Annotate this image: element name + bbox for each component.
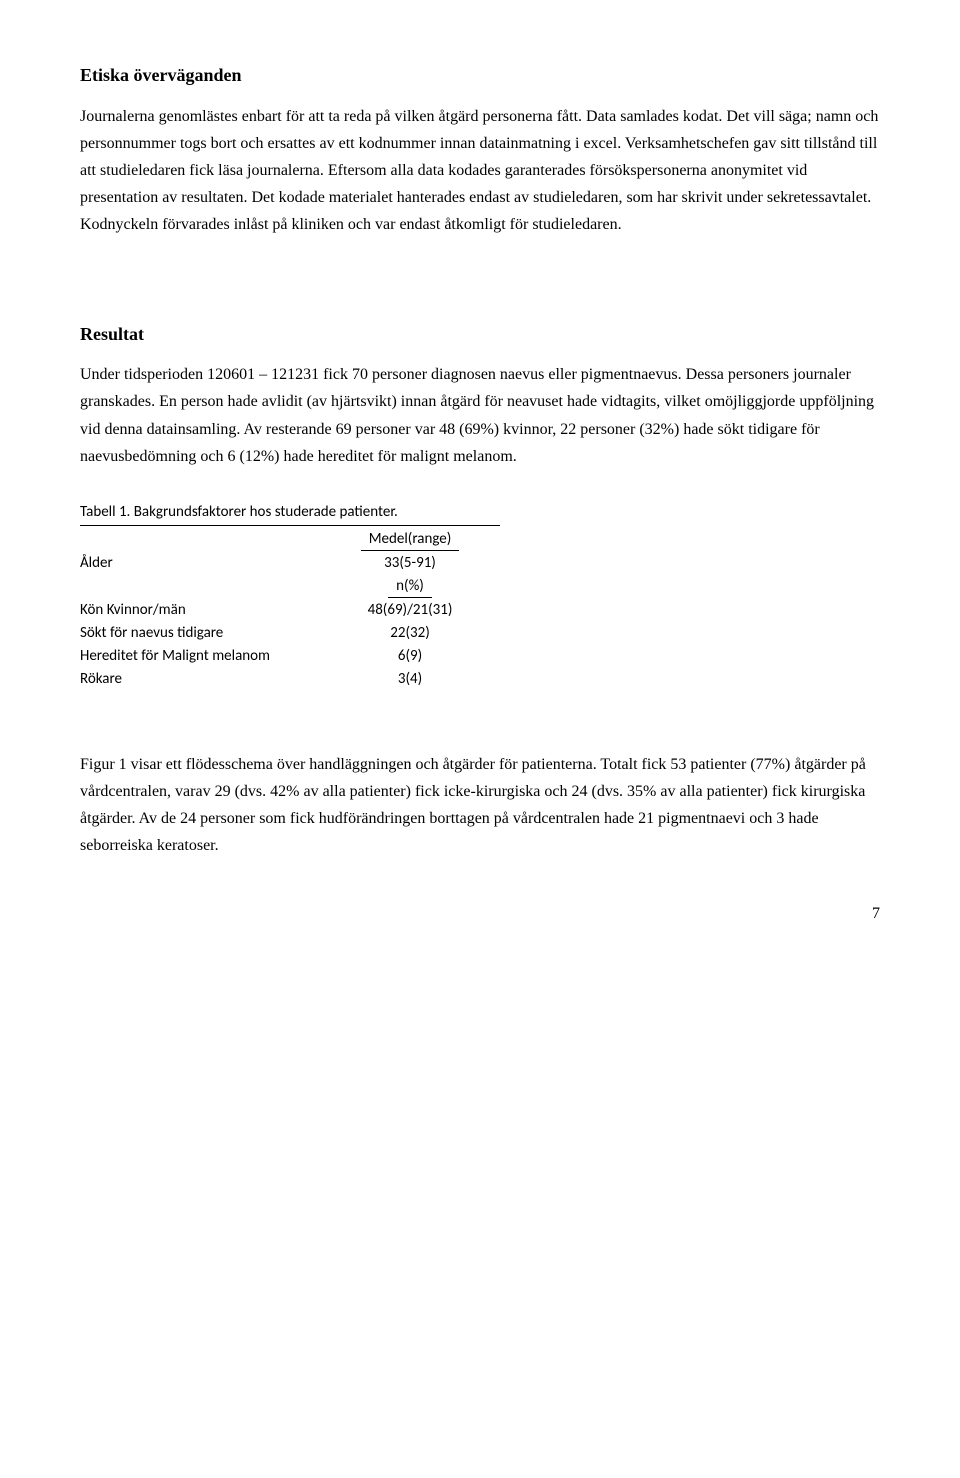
table-cell-label: Rökare	[80, 668, 340, 691]
table-row: Sökt för naevus tidigare 22(32)	[80, 622, 480, 645]
table-cell-label: Kön Kvinnor/män	[80, 599, 340, 622]
table-cell-label: Sökt för naevus tidigare	[80, 622, 340, 645]
table-cell-label: Ålder	[80, 552, 340, 575]
table-cell-label: Hereditet för Malignt melanom	[80, 645, 340, 668]
table-cell-value: 48(69)/21(31)	[340, 599, 480, 622]
table-row: n(%)	[80, 575, 480, 599]
table-cell-value: 3(4)	[340, 668, 480, 691]
table-title: Tabell 1. Bakgrundsfaktorer hos studerad…	[80, 502, 500, 526]
table-cell-empty	[80, 575, 340, 599]
table-row: Kön Kvinnor/män 48(69)/21(31)	[80, 599, 480, 622]
table-row: Rökare 3(4)	[80, 668, 480, 691]
table-background-factors: Tabell 1. Bakgrundsfaktorer hos studerad…	[80, 502, 880, 691]
table-row: Hereditet för Malignt melanom 6(9)	[80, 645, 480, 668]
table-header-cell: n(%)	[340, 575, 480, 599]
paragraph-ethics: Journalerna genomlästes enbart för att t…	[80, 103, 880, 239]
table-cell-value: 22(32)	[340, 622, 480, 645]
table-cell-value: 33(5-91)	[340, 552, 480, 575]
page-number: 7	[80, 900, 880, 927]
paragraph-figure: Figur 1 visar ett flödesschema över hand…	[80, 751, 880, 860]
heading-results: Resultat	[80, 319, 880, 350]
table-row: Medel(range)	[80, 528, 480, 552]
table-header-cell: Medel(range)	[340, 528, 480, 552]
table-row: Ålder 33(5-91)	[80, 552, 480, 575]
data-table: Medel(range) Ålder 33(5-91) n(%) Kön Kvi…	[80, 528, 480, 691]
table-cell-value: 6(9)	[340, 645, 480, 668]
paragraph-results: Under tidsperioden 120601 – 121231 fick …	[80, 361, 880, 470]
table-cell-empty	[80, 528, 340, 552]
heading-ethics: Etiska överväganden	[80, 60, 880, 91]
